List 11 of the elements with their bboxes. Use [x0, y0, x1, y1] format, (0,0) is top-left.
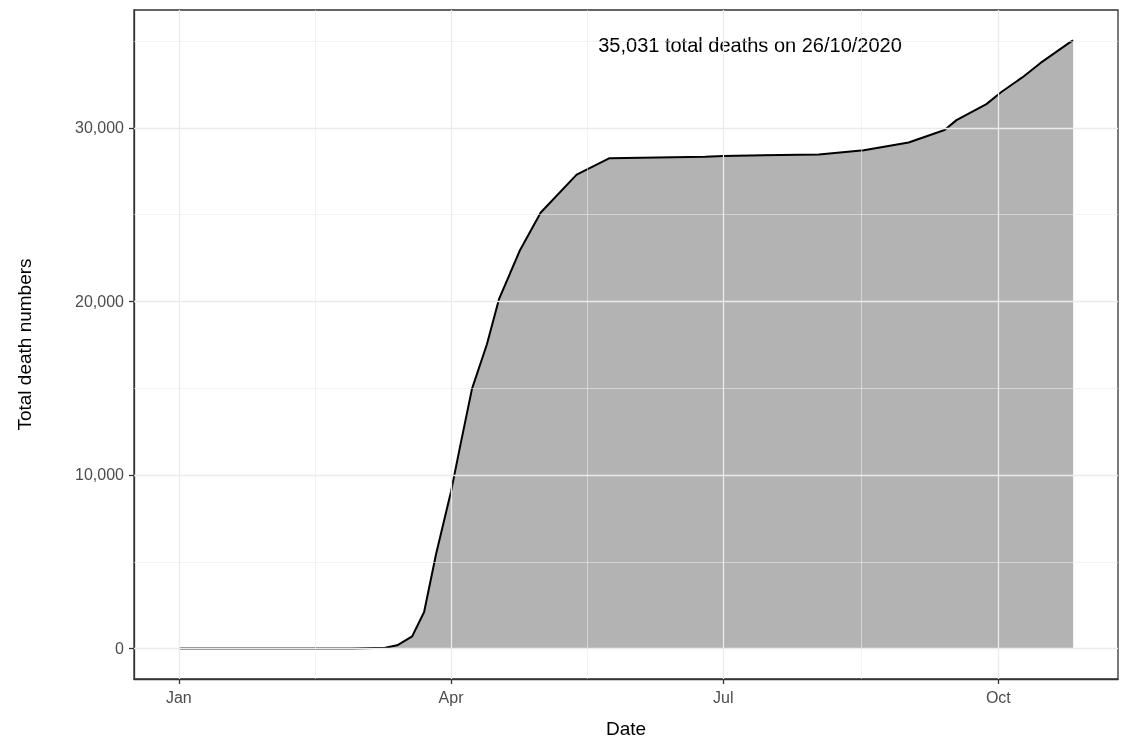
annotation: 35,031 total deaths on 26/10/2020 [598, 34, 902, 56]
x-tick-label: Oct [985, 688, 1012, 706]
x-tick-label: Jul [712, 688, 734, 706]
y-axis-title: Total death numbers [14, 258, 35, 431]
x-axis-title: Date [605, 718, 647, 739]
x-tick-label: Jan [165, 688, 192, 706]
y-tick-label: 0 [115, 640, 125, 658]
x-tick-label: Apr [438, 688, 465, 706]
y-tick-label: 20,000 [75, 292, 125, 310]
y-tick-label: 30,000 [75, 119, 125, 137]
y-tick-label: 10,000 [75, 466, 125, 484]
